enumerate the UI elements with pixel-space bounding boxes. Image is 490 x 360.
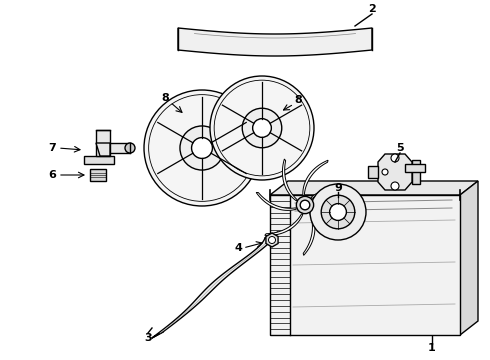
Circle shape	[210, 76, 314, 180]
Polygon shape	[96, 130, 110, 156]
Circle shape	[269, 237, 275, 243]
Polygon shape	[405, 164, 425, 172]
Text: 9: 9	[334, 183, 342, 193]
Polygon shape	[152, 232, 278, 338]
Polygon shape	[110, 143, 130, 153]
Polygon shape	[282, 159, 297, 201]
Circle shape	[144, 90, 260, 206]
Text: 4: 4	[234, 243, 242, 253]
Circle shape	[330, 204, 346, 220]
Text: 1: 1	[428, 343, 436, 353]
Polygon shape	[311, 189, 354, 198]
Polygon shape	[265, 214, 303, 235]
Polygon shape	[368, 166, 378, 178]
Circle shape	[296, 196, 314, 213]
Text: 5: 5	[396, 143, 404, 153]
Circle shape	[310, 184, 366, 240]
Circle shape	[391, 154, 399, 162]
Polygon shape	[90, 169, 106, 181]
Text: 6: 6	[48, 170, 56, 180]
Polygon shape	[412, 160, 420, 184]
Polygon shape	[315, 205, 343, 238]
Polygon shape	[266, 233, 278, 247]
Polygon shape	[270, 181, 478, 195]
Circle shape	[253, 119, 271, 138]
Text: 8: 8	[161, 93, 169, 103]
Circle shape	[391, 182, 399, 190]
Polygon shape	[84, 156, 114, 164]
Circle shape	[242, 108, 282, 148]
Circle shape	[321, 195, 355, 229]
Polygon shape	[460, 181, 478, 335]
Text: 8: 8	[294, 95, 302, 105]
Polygon shape	[96, 143, 110, 156]
Polygon shape	[378, 154, 412, 190]
Polygon shape	[270, 195, 460, 335]
Polygon shape	[303, 212, 315, 255]
Circle shape	[180, 126, 224, 170]
Circle shape	[382, 169, 388, 175]
Polygon shape	[303, 160, 328, 195]
Circle shape	[192, 138, 213, 158]
Text: 7: 7	[48, 143, 56, 153]
Text: 3: 3	[144, 333, 152, 343]
Circle shape	[300, 200, 310, 210]
Polygon shape	[256, 193, 296, 210]
Polygon shape	[178, 28, 372, 56]
Text: 2: 2	[368, 4, 376, 14]
Circle shape	[125, 143, 135, 153]
